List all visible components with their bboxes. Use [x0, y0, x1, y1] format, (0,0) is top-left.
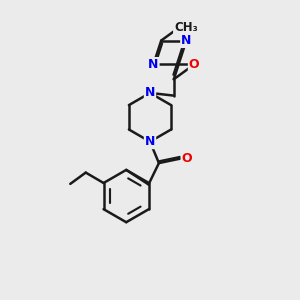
Text: O: O	[189, 58, 200, 71]
Text: O: O	[182, 152, 192, 165]
Text: N: N	[145, 86, 155, 99]
Text: N: N	[181, 34, 191, 47]
Text: CH₃: CH₃	[174, 21, 198, 34]
Text: N: N	[145, 135, 155, 148]
Text: N: N	[148, 58, 159, 71]
